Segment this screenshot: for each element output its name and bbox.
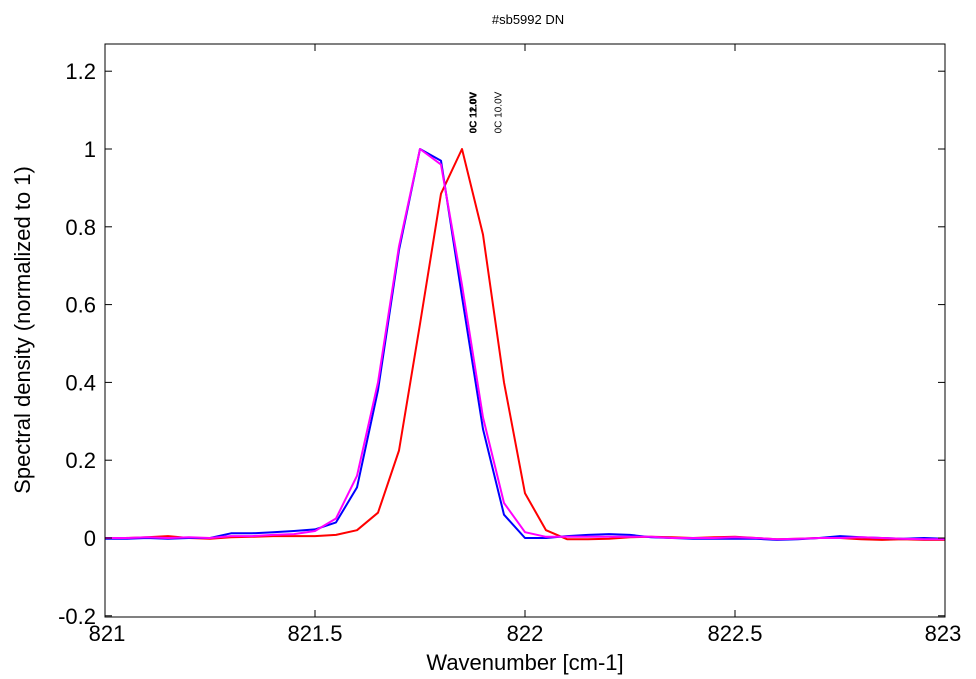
- y-axis: -0.2 0 0.2 0.4 0.6 0.8 1 1.2: [58, 59, 945, 629]
- y-tick-label: 0.6: [65, 293, 96, 318]
- x-axis: 821 821.5 822 822.5 823: [89, 44, 962, 646]
- x-axis-label: Wavenumber [cm-1]: [426, 650, 623, 675]
- y-tick-label: 0.8: [65, 215, 96, 240]
- peak-label: 0C 10.0V: [494, 91, 505, 133]
- series-line-2: [105, 148, 946, 541]
- y-axis-label: Spectral density (normalized to 1): [10, 166, 35, 494]
- series-line-3: [105, 148, 945, 541]
- y-tick-label: 1: [84, 137, 96, 162]
- y-tick-label: 0: [84, 526, 96, 551]
- chart-title: #sb5992 DN: [492, 12, 564, 27]
- x-tick-label: 821.5: [287, 621, 342, 646]
- y-tick-label: 0.4: [65, 370, 96, 395]
- peak-label: 0C 11.0V: [469, 92, 480, 133]
- peak-label: 0C 12.0V: [469, 91, 480, 133]
- x-tick-label: 821: [89, 621, 126, 646]
- y-tick-label: 0.2: [65, 448, 96, 473]
- series-line-1: [105, 148, 945, 541]
- plot-series: [105, 148, 946, 541]
- x-tick-label: 822: [507, 621, 544, 646]
- x-tick-label: 822.5: [707, 621, 762, 646]
- y-tick-label: 1.2: [65, 59, 96, 84]
- x-tick-label: 823: [925, 621, 962, 646]
- y-tick-label: -0.2: [58, 604, 96, 629]
